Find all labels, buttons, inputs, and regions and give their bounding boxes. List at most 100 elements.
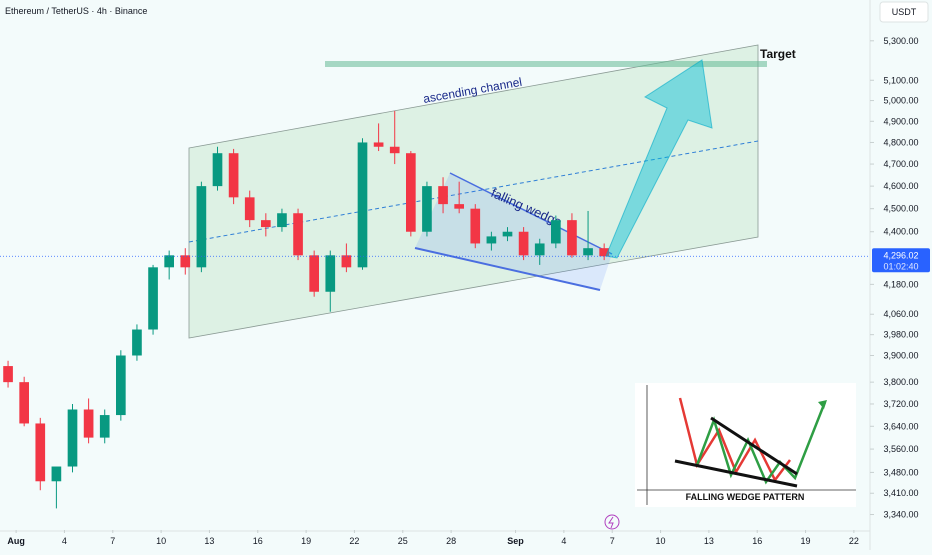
x-tick-label: 16 [752, 536, 762, 546]
last-price-label: 4,296.02 [883, 250, 918, 260]
x-tick-label: Aug [7, 536, 25, 546]
y-tick-label: 5,000.00 [883, 96, 918, 106]
candle-body [164, 255, 174, 268]
wedge-lower [414, 247, 601, 291]
candle-body [341, 255, 352, 268]
y-tick-label: 4,500.00 [883, 204, 918, 214]
x-tick-label: 10 [156, 536, 166, 546]
candle-body [116, 355, 126, 416]
y-tick-label: 4,400.00 [883, 227, 918, 237]
candle-body [534, 243, 545, 256]
candle-body [261, 220, 271, 228]
candle-body [454, 204, 464, 209]
candle-body [325, 255, 336, 292]
y-tick-label: 4,800.00 [883, 137, 918, 147]
unit-box[interactable] [879, 1, 929, 23]
candles [3, 110, 609, 509]
x-tick-label: 7 [110, 536, 115, 546]
candle-body [373, 142, 384, 147]
inset-arrowhead [818, 400, 827, 409]
chart-title: Ethereum / TetherUS · 4h · Binance [5, 6, 147, 16]
axes: 5,300.00 5,100.00 5,000.00 4,900.00 4,800.00… [0, 36, 930, 546]
x-tick-label: 19 [801, 536, 811, 546]
y-tick-label: 3,900.00 [883, 350, 918, 360]
inset-title: FALLING WEDGE PATTERN [686, 492, 805, 502]
x-tick-label: Sep [507, 536, 524, 546]
inset: FALLING WEDGE PATTERN [635, 383, 856, 507]
wedge-upper [449, 172, 613, 255]
y-tick-label: 3,980.00 [883, 330, 918, 340]
candle-body [599, 248, 609, 257]
unit-label: USDT [892, 7, 917, 17]
y-tick-label: 3,640.00 [883, 421, 918, 431]
candle-body [309, 255, 319, 292]
y-tick-label: 3,720.00 [883, 399, 918, 409]
candle-body [19, 382, 29, 424]
candle-body [583, 248, 593, 256]
candle-body [99, 415, 110, 438]
candle-body [470, 208, 481, 244]
candle-body [148, 267, 158, 330]
last-price-box [872, 248, 930, 273]
y-tick-label: 3,480.00 [883, 467, 918, 477]
x-tick-label: 10 [656, 536, 666, 546]
y-tick-label: 3,340.00 [883, 510, 918, 520]
candle-body [67, 409, 78, 467]
event-icon[interactable] [604, 514, 620, 530]
y-tick-label: 3,560.00 [883, 444, 918, 454]
target-label: Target [760, 47, 796, 61]
countdown: 01:02:40 [883, 261, 918, 271]
candle-body [212, 153, 223, 187]
candle-body [486, 236, 497, 244]
candle-body [438, 186, 448, 205]
inset-resistance [710, 416, 798, 476]
target-zone [325, 61, 767, 67]
x-tick-label: 4 [62, 536, 67, 546]
candle-body [357, 142, 368, 268]
candle-body [35, 423, 46, 482]
candle-body [518, 231, 529, 256]
y-tick-label: 4,700.00 [883, 159, 918, 169]
inset-support [674, 459, 798, 488]
y-tick-label: 5,300.00 [883, 36, 918, 46]
channel-midline [188, 140, 759, 243]
x-tick-label: 25 [398, 536, 408, 546]
x-tick-label: 13 [204, 536, 214, 546]
candle-body [180, 255, 191, 268]
candle-body [406, 153, 416, 232]
x-tick-label: 22 [349, 536, 359, 546]
y-tick-label: 4,180.00 [883, 279, 918, 289]
y-tick-label: 4,060.00 [883, 309, 918, 319]
candle-body [3, 366, 13, 383]
candle-body [551, 220, 561, 244]
candle-body [244, 197, 255, 221]
candle-body [502, 231, 513, 237]
x-tick-label: 16 [253, 536, 263, 546]
x-tick-label: 4 [561, 536, 566, 546]
candle-body [196, 186, 207, 268]
x-tick-label: 19 [301, 536, 311, 546]
y-tick-label: 4,900.00 [883, 116, 918, 126]
candle-body [422, 186, 432, 232]
candle-body [567, 220, 577, 256]
candle-body [228, 153, 239, 198]
candle-body [277, 213, 287, 228]
y-tick-label: 3,410.00 [883, 488, 918, 498]
y-tick-label: 4,600.00 [883, 181, 918, 191]
x-tick-label: 13 [704, 536, 714, 546]
breakout-arrow [605, 59, 713, 259]
event-icon-bolt [608, 516, 614, 529]
x-tick-label: 7 [610, 536, 615, 546]
y-tick-label: 3,800.00 [883, 377, 918, 387]
inset-green [695, 401, 827, 485]
candle-body [83, 409, 94, 438]
wedge [415, 173, 612, 290]
candle-body [132, 329, 142, 356]
x-tick-label: 28 [446, 536, 456, 546]
x-tick-label: 22 [849, 536, 859, 546]
y-tick-label: 5,100.00 [883, 75, 918, 85]
candle-body [293, 213, 303, 256]
candle-body [389, 146, 400, 154]
